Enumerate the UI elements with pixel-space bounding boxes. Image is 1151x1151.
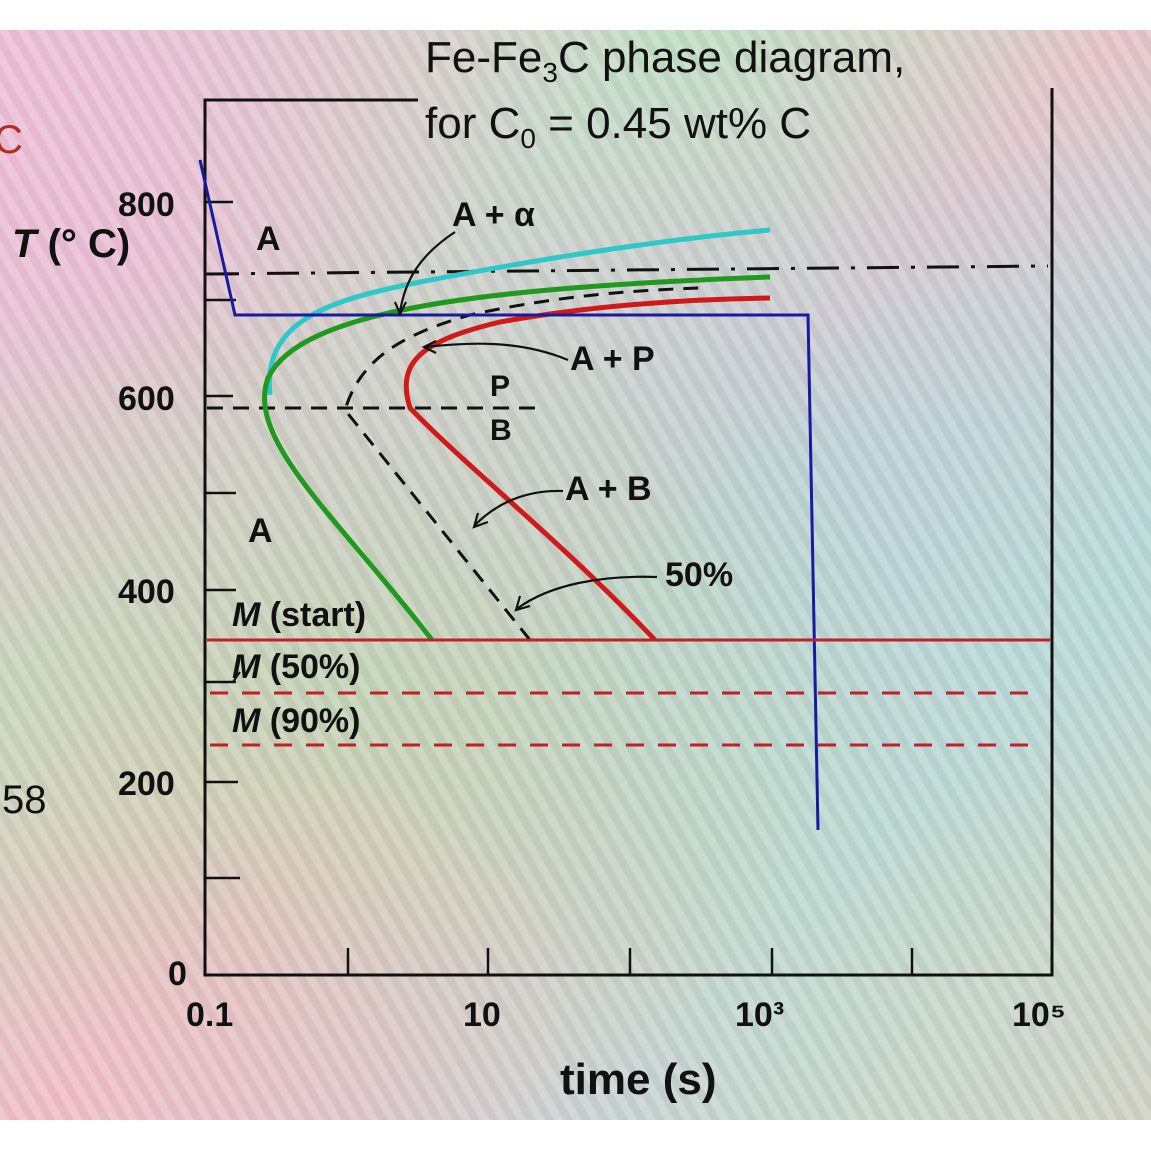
alpha-start-curve: [266, 227, 771, 396]
ytick-400: 400: [118, 573, 175, 611]
label-m-90: M (90%): [232, 702, 361, 740]
label-austenite-top: A: [256, 220, 281, 258]
label-m-50: M (50%): [232, 648, 361, 686]
xtick-10: 10: [463, 996, 501, 1034]
xtick-1e3: 10³: [735, 996, 785, 1034]
label-m-start: M (start): [232, 596, 367, 634]
y-axis-label: T (° C): [12, 222, 131, 266]
m50-leader: [207, 671, 241, 683]
label-a-plus-b: A + B: [565, 470, 652, 508]
x-axis-label: time (s): [560, 1055, 717, 1104]
ytick-600: 600: [118, 380, 175, 418]
ytick-200: 200: [118, 765, 175, 803]
eutectoid-line: [206, 264, 1049, 276]
xtick-0.1: 0.1: [186, 996, 234, 1034]
xtick-1e5: 10⁵: [1012, 996, 1066, 1034]
axes-frame: [203, 88, 1054, 977]
label-fifty-percent: 50%: [665, 556, 734, 594]
y-ticks: [205, 200, 240, 880]
cooling-path: [198, 159, 820, 831]
ytick-800: 800: [118, 186, 175, 224]
ytick-0: 0: [168, 955, 187, 993]
label-pearlite: P: [490, 370, 511, 403]
transformation-finish-curve: [403, 295, 771, 642]
label-austenite-bottom: A: [248, 512, 273, 550]
photo-background: [0, 30, 1151, 1120]
label-bainite: B: [490, 414, 512, 447]
diagram-title-line2: for C0 = 0.45 wt% C: [425, 99, 812, 154]
leader-arrows: [393, 231, 658, 612]
x-ticks: [346, 948, 914, 975]
label-a-plus-p: A + P: [570, 340, 655, 378]
diagram-title-line1: Fe-Fe3C phase diagram,: [425, 33, 906, 88]
label-a-plus-alpha: A + α: [452, 196, 535, 234]
margin-number: 58: [2, 778, 47, 822]
margin-fragment: C: [0, 118, 23, 162]
transformation-start-curve: [262, 274, 771, 642]
